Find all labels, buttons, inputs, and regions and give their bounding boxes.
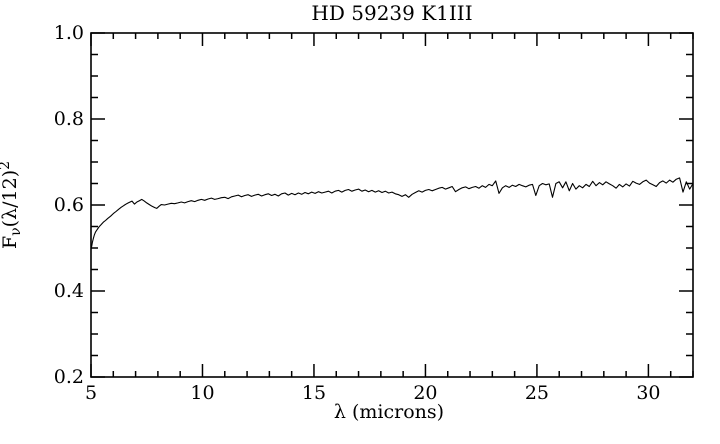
x-tick-label: 25 [525,382,549,404]
x-tick-label: 10 [190,382,214,404]
plot-frame [90,32,694,378]
x-tick-label: 15 [302,382,326,404]
y-axis-label: Fν(λ/12)2 [0,161,24,249]
x-axis-label: λ (microns) [334,401,444,423]
x-tick-label: 20 [413,382,437,404]
y-axis-label-base: F [0,236,21,249]
y-axis-label-mid: (λ/12) [0,170,21,227]
y-tick-labels: 0.2 0.4 0.6 0.8 1.0 [54,22,84,388]
x-tick-label: 30 [636,382,660,404]
spectrum-line [90,177,694,250]
y-tick-label: 0.4 [54,280,84,302]
y-tick-label: 0.8 [54,108,84,130]
y-axis-label-superscript: 2 [0,161,13,170]
x-tick-labels: 5 10 15 20 25 30 [85,382,661,404]
x-tick-label: 5 [85,382,97,404]
plot-title: HD 59239 K1III [311,1,472,25]
y-tick-label: 1.0 [54,22,84,44]
y-tick-label: 0.6 [54,194,84,216]
axes-frame [90,32,694,378]
y-axis-label-subscript: ν [8,227,24,236]
y-tick-label: 0.2 [54,366,84,388]
